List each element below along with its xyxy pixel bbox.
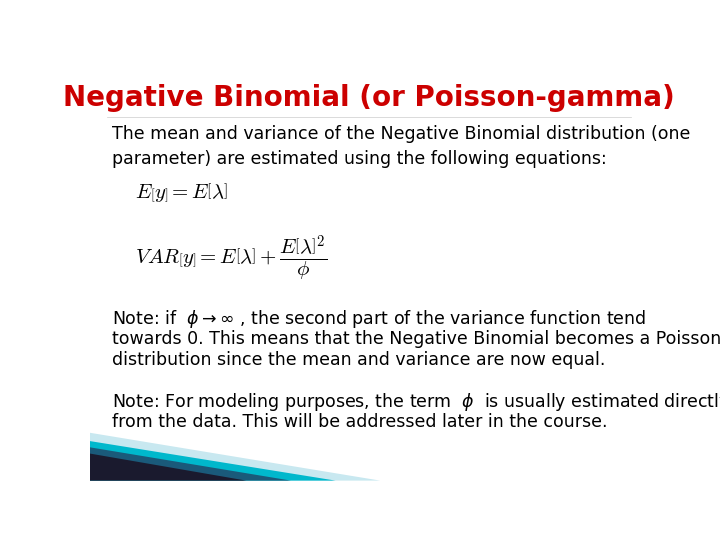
Text: distribution since the mean and variance are now equal.: distribution since the mean and variance… — [112, 352, 606, 369]
Text: $VAR\left[y\right]= E\left[\lambda\right]+\dfrac{E\left[\lambda\right]^2}{\phi}$: $VAR\left[y\right]= E\left[\lambda\right… — [135, 233, 327, 283]
Text: Note: For modeling purposes, the term  $\phi$  is usually estimated directly: Note: For modeling purposes, the term $\… — [112, 391, 720, 413]
Text: Negative Binomial (or Poisson-gamma): Negative Binomial (or Poisson-gamma) — [63, 84, 675, 112]
Polygon shape — [90, 447, 291, 481]
Text: $E\left[y\right]= E\left[\lambda\right]$: $E\left[y\right]= E\left[\lambda\right]$ — [135, 181, 228, 204]
Polygon shape — [90, 454, 246, 481]
Text: Note: if  $\phi \rightarrow \infty$ , the second part of the variance function t: Note: if $\phi \rightarrow \infty$ , the… — [112, 308, 647, 330]
Polygon shape — [90, 433, 380, 481]
Text: The mean and variance of the Negative Binomial distribution (one
parameter) are : The mean and variance of the Negative Bi… — [112, 125, 690, 168]
Polygon shape — [90, 441, 336, 481]
Text: from the data. This will be addressed later in the course.: from the data. This will be addressed la… — [112, 413, 608, 431]
Text: towards 0. This means that the Negative Binomial becomes a Poisson: towards 0. This means that the Negative … — [112, 329, 720, 348]
